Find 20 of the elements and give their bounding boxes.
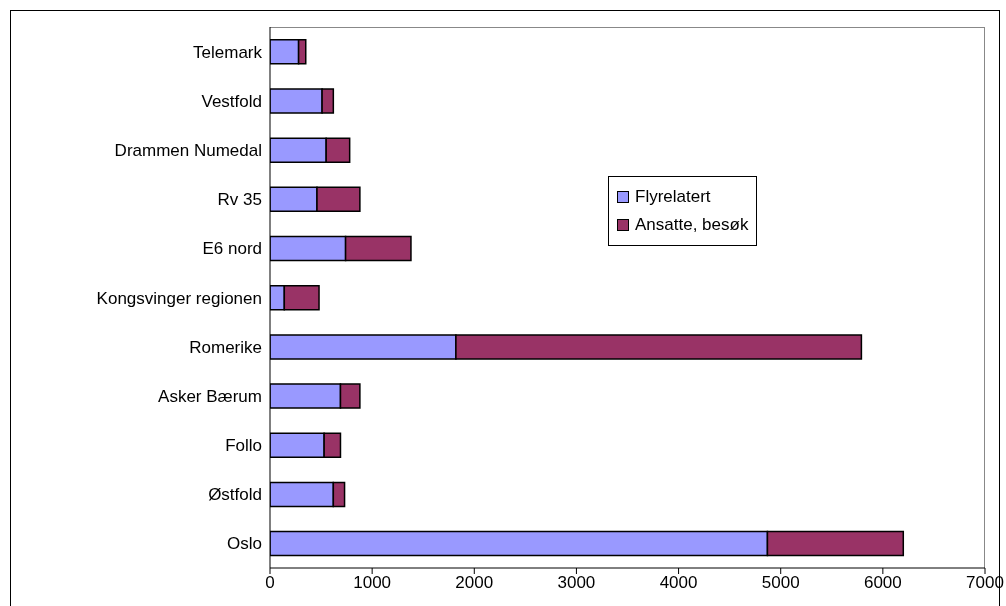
y-tick-label: E6 nord <box>202 239 262 259</box>
x-tick-label: 5000 <box>761 573 800 593</box>
x-tick-label: 0 <box>265 573 275 593</box>
y-tick-label: Oslo <box>227 534 262 554</box>
y-tick-label: Kongsvinger regionen <box>96 288 262 308</box>
y-tick-label: Drammen Numedal <box>114 140 262 160</box>
x-tick-label: 6000 <box>863 573 902 593</box>
y-tick-label: Telemark <box>193 42 263 62</box>
y-tick-label: Vestfold <box>201 91 262 111</box>
y-tick-label: Romerike <box>189 337 262 357</box>
x-tick-label: 2000 <box>455 573 494 593</box>
legend-label: Ansatte, besøk <box>635 214 749 236</box>
x-tick-label: 1000 <box>353 573 392 593</box>
y-tick-label: Asker Bærum <box>158 386 262 406</box>
y-tick-label: Follo <box>225 436 262 456</box>
x-tick-label: 3000 <box>557 573 596 593</box>
y-tick-label: Østfold <box>208 485 262 505</box>
y-tick-label: Rv 35 <box>217 190 262 210</box>
legend-label: Flyrelatert <box>635 186 711 208</box>
x-tick-label: 4000 <box>659 573 698 593</box>
